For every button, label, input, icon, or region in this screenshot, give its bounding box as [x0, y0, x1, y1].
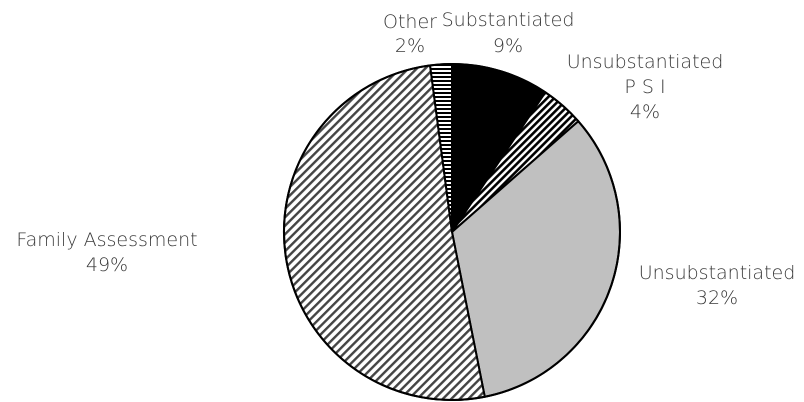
label-substantiated: Substantiated 9% [442, 9, 575, 57]
label-other: Other 2% [383, 11, 437, 57]
label-unsubstantiated-line-1: 32% [696, 287, 738, 309]
label-unsubstantiated-p-s-i: Unsubstantiated P S I 4% [567, 51, 724, 123]
label-unsubstantiated: Unsubstantiated 32% [639, 262, 796, 309]
label-unsubstantiated-p-s-i-line-1: P S I [624, 76, 665, 98]
label-other-line-1: 2% [395, 35, 425, 57]
pie-outline [283, 63, 621, 401]
label-substantiated-line-0: Substantiated [442, 9, 575, 31]
label-substantiated-line-1: 9% [493, 35, 523, 57]
label-other-line-0: Other [383, 11, 437, 33]
label-family-assessment: Family Assessment 49% [16, 229, 197, 276]
label-family-assessment-line-1: 49% [86, 254, 128, 276]
label-unsubstantiated-p-s-i-line-0: Unsubstantiated [567, 51, 724, 73]
slices-group [283, 63, 621, 402]
label-unsubstantiated-p-s-i-line-2: 4% [630, 101, 660, 123]
labels-group: Substantiated 9%Unsubstantiated P S I 4%Uns… [16, 9, 795, 309]
label-unsubstantiated-line-0: Unsubstantiated [639, 262, 796, 284]
label-family-assessment-line-0: Family Assessment [16, 229, 197, 251]
